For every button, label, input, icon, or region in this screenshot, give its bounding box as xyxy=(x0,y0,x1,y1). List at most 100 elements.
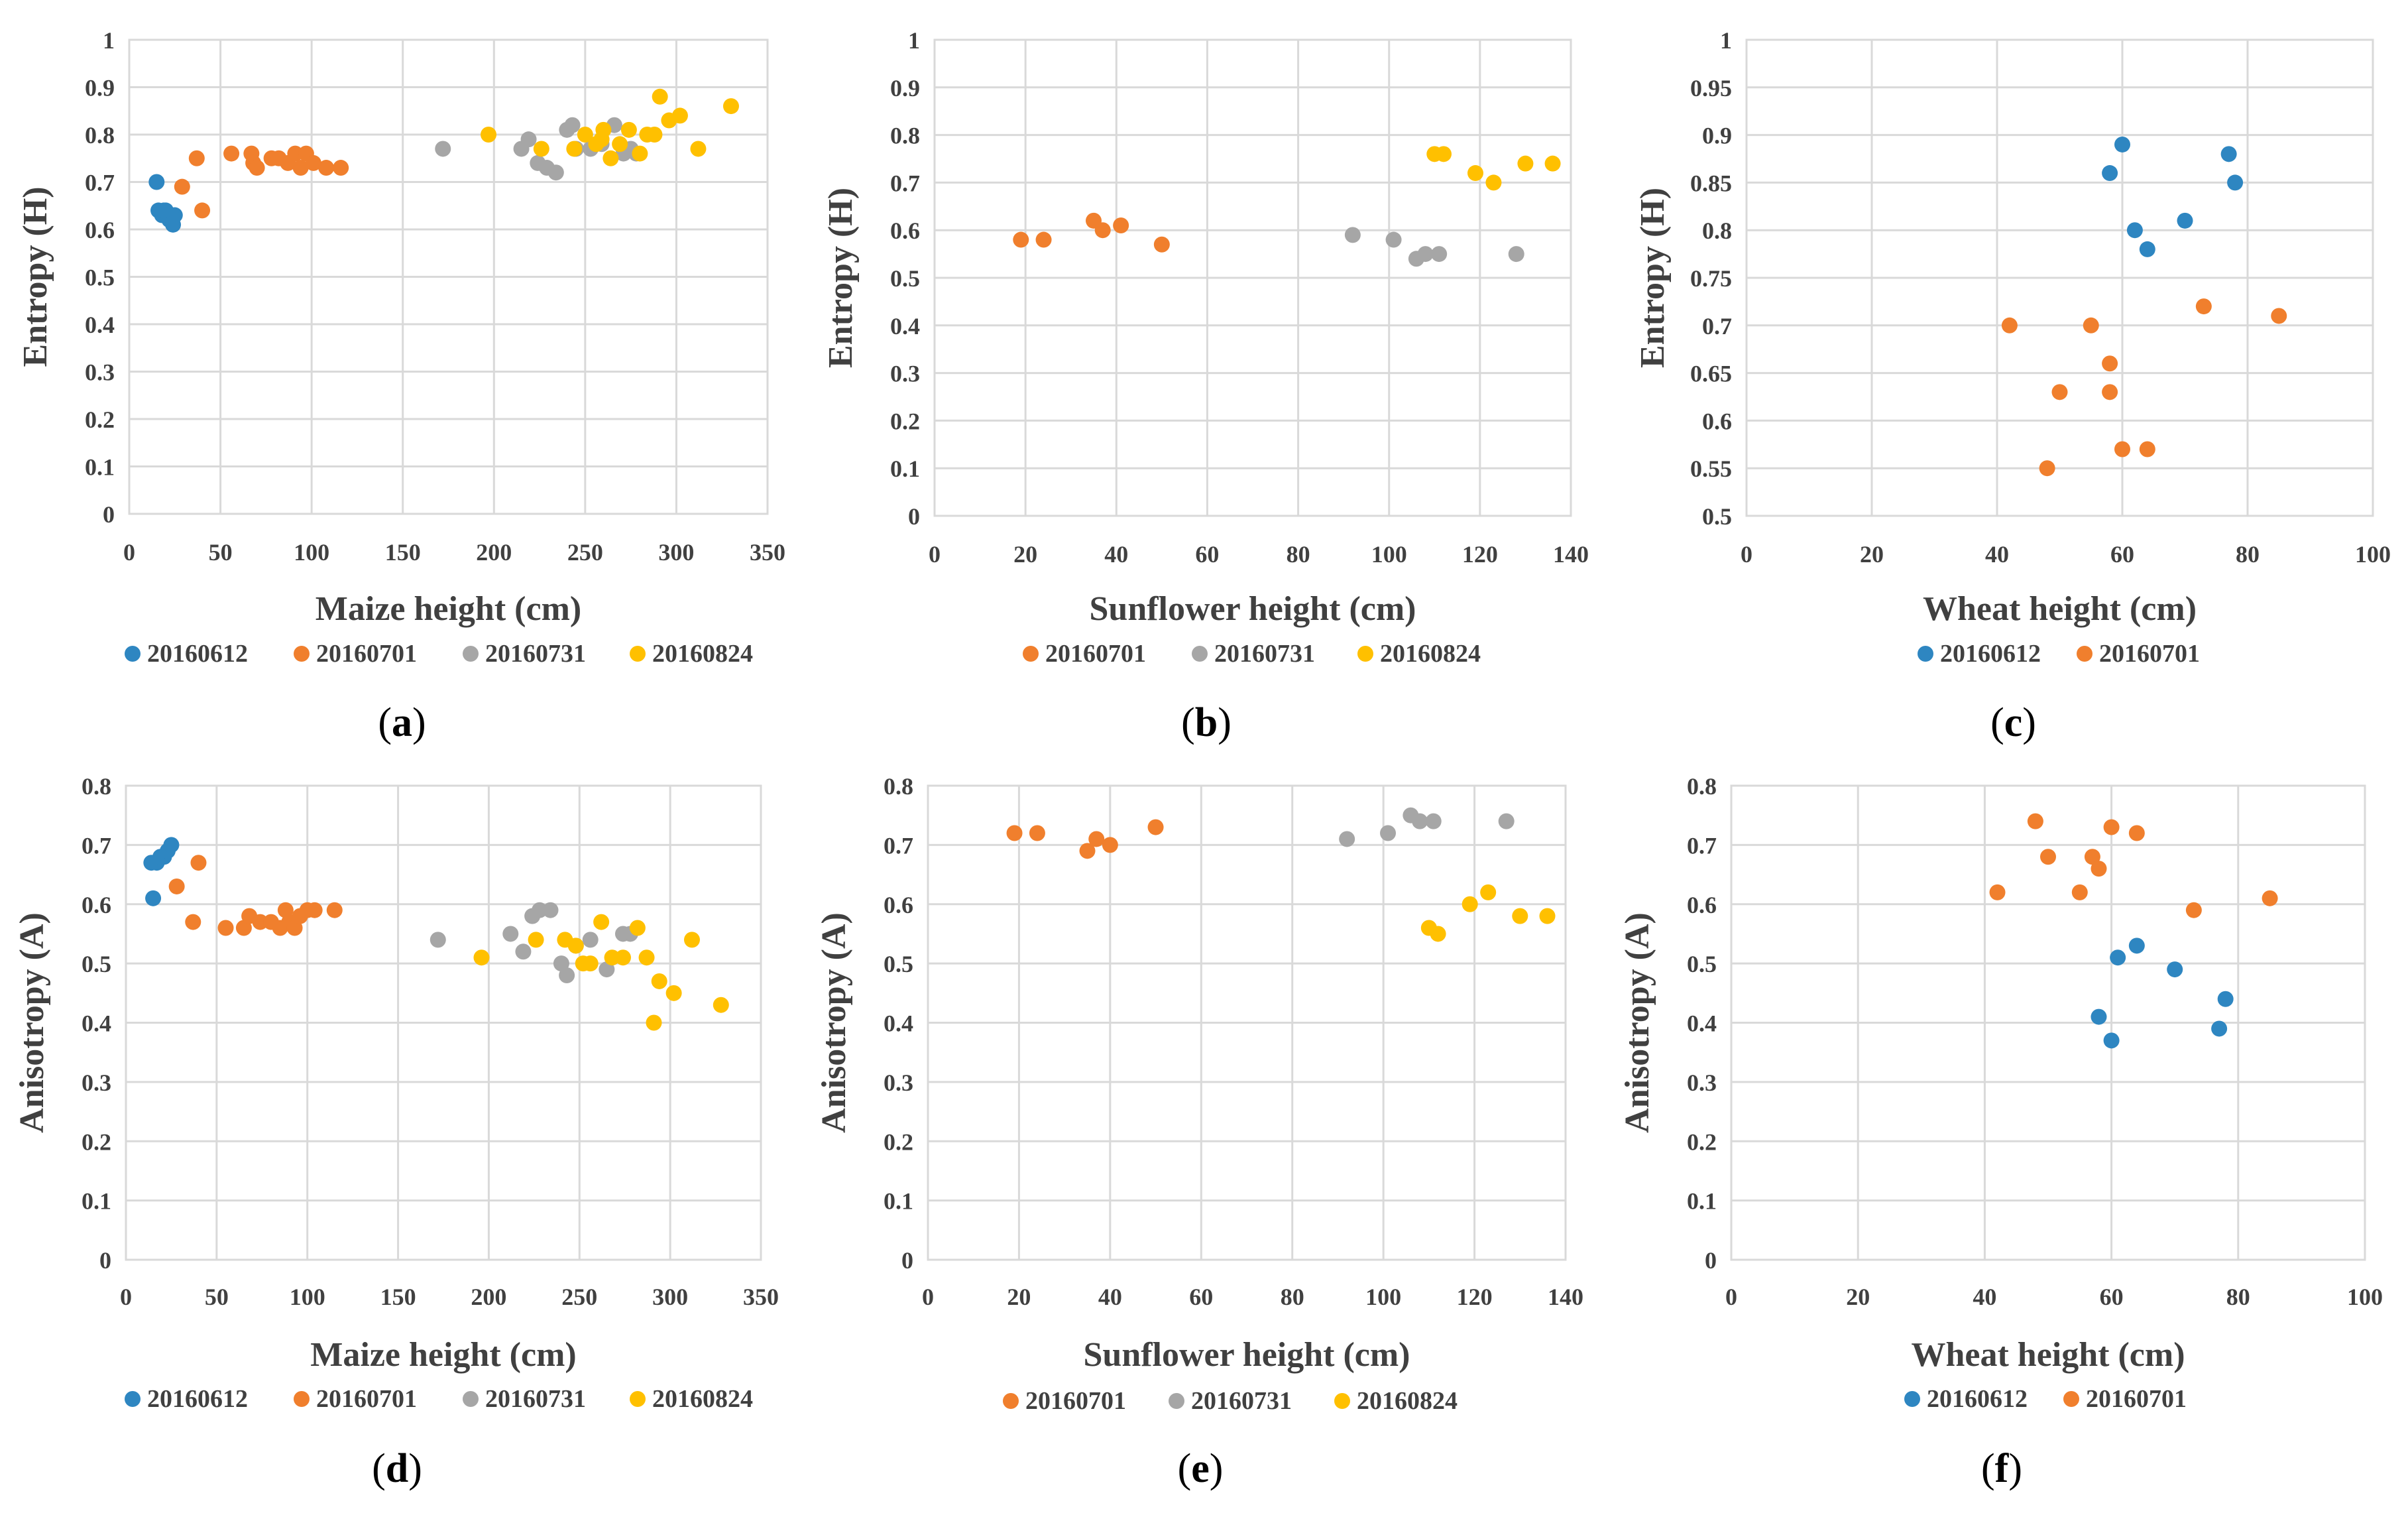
data-point xyxy=(629,920,646,936)
data-point xyxy=(671,107,688,124)
legend-label: 20160701 xyxy=(1025,1387,1126,1415)
data-point xyxy=(533,141,549,157)
series-20160824 xyxy=(1420,884,1556,942)
data-point xyxy=(252,914,268,930)
data-point xyxy=(582,932,599,948)
y-tick-label: 0.9 xyxy=(85,75,115,101)
data-point xyxy=(2114,441,2130,457)
chart-panel-e: 0 0.1 0.2 0.3 0.4 0.5 0.6 0.7 0.8 0 20 40 60 80 100 120… xyxy=(815,773,1583,1491)
data-point xyxy=(223,145,240,162)
x-tick-label: 0 xyxy=(929,541,941,568)
data-point xyxy=(1539,908,1556,924)
x-tick-label: 20 xyxy=(1013,541,1037,568)
data-point xyxy=(156,202,172,219)
y-tick-label: 0.55 xyxy=(1690,456,1732,482)
x-tick-label: 200 xyxy=(471,1284,506,1310)
data-point xyxy=(638,949,655,966)
x-tick-label: 60 xyxy=(1189,1284,1213,1310)
data-point xyxy=(2227,174,2244,191)
legend-label: 20160824 xyxy=(1380,640,1481,668)
data-point xyxy=(515,943,532,960)
x-axis-title: Maize height (cm) xyxy=(315,590,581,628)
data-point xyxy=(2102,355,2118,372)
y-tick-label: 0.3 xyxy=(82,1069,111,1096)
series-20160701 xyxy=(1989,813,2278,918)
data-point xyxy=(1088,831,1105,847)
y-tick-label: 0.1 xyxy=(82,1188,111,1215)
legend-label: 20160731 xyxy=(485,640,586,668)
y-tick-label: 0.8 xyxy=(1702,217,1732,244)
legend-marker xyxy=(1904,1391,1920,1407)
x-tick-label: 140 xyxy=(1548,1284,1583,1310)
data-point xyxy=(235,920,252,936)
y-tick-label: 0.65 xyxy=(1690,361,1732,387)
data-point xyxy=(665,985,682,1001)
y-tick-label: 0.8 xyxy=(82,773,111,800)
y-axis-title: Anisotropy (A) xyxy=(815,912,853,1133)
panel-caption: (a) xyxy=(378,700,426,745)
x-tick-label: 0 xyxy=(1725,1284,1737,1310)
legend-marker xyxy=(1169,1393,1184,1409)
data-point xyxy=(2271,308,2287,324)
legend-label: 20160701 xyxy=(1045,640,1146,668)
series-20160612 xyxy=(2102,136,2244,257)
legend-label: 20160701 xyxy=(2086,1385,2187,1413)
legend-marker xyxy=(2063,1391,2079,1407)
data-point xyxy=(1467,165,1483,182)
y-axis-title: Anisotropy (A) xyxy=(1619,912,1656,1133)
data-point xyxy=(646,127,663,143)
legend-label: 20160612 xyxy=(147,1385,248,1413)
y-tick-label: 0.1 xyxy=(1687,1188,1717,1215)
legend-label: 20160612 xyxy=(1940,640,2041,668)
data-point xyxy=(1425,813,1442,829)
legend-marker xyxy=(630,1391,646,1407)
chart-panel-a: 0 0.1 0.2 0.3 0.4 0.5 0.6 0.7 0.8 0.9 1 0 50 100 150 20… xyxy=(17,27,785,745)
y-tick-label: 0.6 xyxy=(1687,892,1717,918)
legend-label: 20160731 xyxy=(485,1385,586,1413)
x-tick-label: 20 xyxy=(1860,541,1884,568)
legend-label: 20160701 xyxy=(316,1385,417,1413)
x-tick-label: 120 xyxy=(1457,1284,1493,1310)
x-tick-label: 20 xyxy=(1007,1284,1031,1310)
legend-marker xyxy=(463,1391,479,1407)
chart-panel-c: 0.5 0.55 0.6 0.65 0.7 0.75 0.8 0.85 0.9 0.95 1 0 20 4… xyxy=(1634,27,2391,745)
legend-label: 20160824 xyxy=(1357,1387,1458,1415)
data-point xyxy=(292,160,309,176)
chart-panel-d: 0 0.1 0.2 0.3 0.4 0.5 0.6 0.7 0.8 0 50 100 150 200 250… xyxy=(13,773,779,1491)
data-point xyxy=(1512,908,1528,924)
y-tick-label: 1 xyxy=(908,27,920,54)
data-point xyxy=(2027,813,2043,829)
x-tick-label: 100 xyxy=(1371,541,1407,568)
legend-marker xyxy=(125,646,141,662)
data-point xyxy=(2211,1020,2228,1037)
panel-caption-letter: b xyxy=(1195,700,1218,745)
y-tick-label: 0.5 xyxy=(884,951,913,977)
data-point xyxy=(2128,938,2145,954)
data-point xyxy=(1412,813,1428,829)
y-tick-label: 0.6 xyxy=(1702,408,1732,434)
x-axis-title: Sunflower height (cm) xyxy=(1089,590,1416,628)
y-tick-label: 0.9 xyxy=(1702,123,1732,149)
panel-caption: (b) xyxy=(1181,700,1232,745)
data-point xyxy=(249,160,265,176)
data-point xyxy=(148,174,165,190)
data-point xyxy=(1430,926,1446,942)
panel-caption: (e) xyxy=(1178,1446,1224,1491)
data-point xyxy=(547,164,564,181)
series-20160612 xyxy=(143,837,180,906)
series-20160701 xyxy=(174,145,349,219)
data-point xyxy=(646,1014,662,1031)
legend-marker xyxy=(1357,646,1373,662)
y-tick-label: 0.4 xyxy=(1687,1010,1717,1037)
series-20160824 xyxy=(1426,146,1561,191)
data-point xyxy=(2084,849,2100,865)
data-point xyxy=(2091,1008,2107,1025)
y-tick-label: 0.1 xyxy=(884,1188,913,1215)
y-axis-title: Entropy (H) xyxy=(1634,188,1672,368)
x-tick-label: 80 xyxy=(1281,1284,1304,1310)
data-point xyxy=(532,902,548,918)
y-axis-title: Entropy (H) xyxy=(17,186,54,367)
y-tick-label: 0.3 xyxy=(85,359,115,386)
x-tick-label: 300 xyxy=(658,539,694,566)
y-tick-label: 0.3 xyxy=(884,1069,913,1096)
